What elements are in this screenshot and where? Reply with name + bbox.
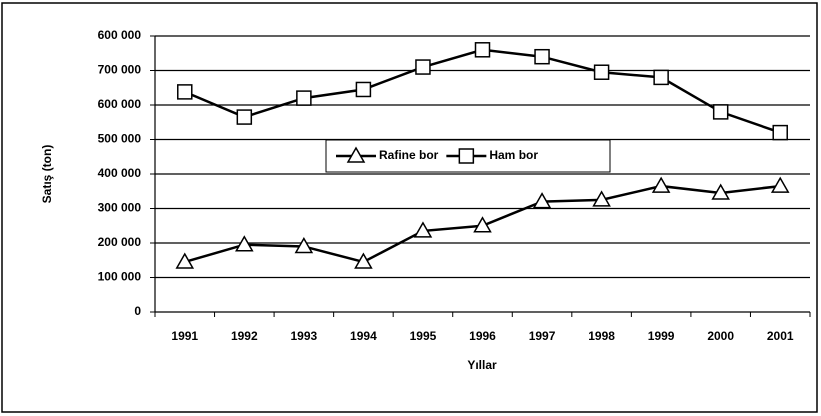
marker — [296, 90, 312, 106]
x-tick-label: 1994 — [350, 329, 377, 343]
marker — [593, 64, 610, 80]
marker — [354, 252, 373, 269]
marker — [294, 236, 314, 254]
x-tick-label: 1992 — [231, 329, 258, 343]
x-tick-label: 1999 — [648, 329, 675, 343]
legend: Rafine bor Ham bor — [325, 139, 611, 173]
y-tick-label: 200 000 — [98, 235, 142, 249]
marker — [413, 221, 433, 238]
y-tick-label: 0 — [134, 304, 141, 318]
marker — [712, 104, 729, 120]
marker — [473, 216, 492, 233]
marker — [772, 124, 788, 141]
y-tick-label: 300 000 — [98, 201, 142, 215]
x-axis-title: Yıllar — [467, 358, 497, 372]
y-tick-label: 600 000 — [98, 28, 142, 42]
marker — [592, 190, 611, 207]
marker — [236, 109, 253, 125]
y-tick-label: 500 000 — [98, 132, 142, 146]
y-tick-label: 600 000 — [98, 97, 142, 111]
marker — [415, 59, 431, 75]
marker — [770, 176, 790, 193]
legend-label: Rafine bor — [379, 148, 439, 162]
y-axis-title: Satış (ton) — [40, 145, 54, 204]
marker — [532, 192, 552, 209]
x-tick-label: 1993 — [291, 329, 318, 343]
legend-label: Ham bor — [489, 148, 538, 162]
x-tick-label: 2000 — [707, 329, 734, 343]
marker — [346, 146, 366, 163]
marker — [177, 84, 193, 100]
y-tick-label: 400 000 — [98, 166, 142, 180]
marker — [175, 252, 195, 269]
marker — [534, 48, 550, 65]
y-tick-label: 700 000 — [98, 63, 142, 77]
x-tick-label: 2001 — [767, 329, 794, 343]
marker — [474, 42, 491, 58]
x-tick-label: 1996 — [469, 329, 496, 343]
y-tick-label: 100 000 — [98, 270, 142, 284]
marker — [651, 176, 671, 193]
marker — [458, 148, 475, 164]
series-line — [184, 48, 781, 134]
marker — [653, 69, 669, 86]
marker — [235, 235, 254, 252]
x-tick-label: 1997 — [529, 329, 556, 343]
x-tick-label: 1991 — [171, 329, 198, 343]
marker — [355, 81, 372, 98]
x-tick-label: 1998 — [588, 329, 615, 343]
x-tick-label: 1995 — [410, 329, 437, 343]
marker — [711, 183, 730, 200]
